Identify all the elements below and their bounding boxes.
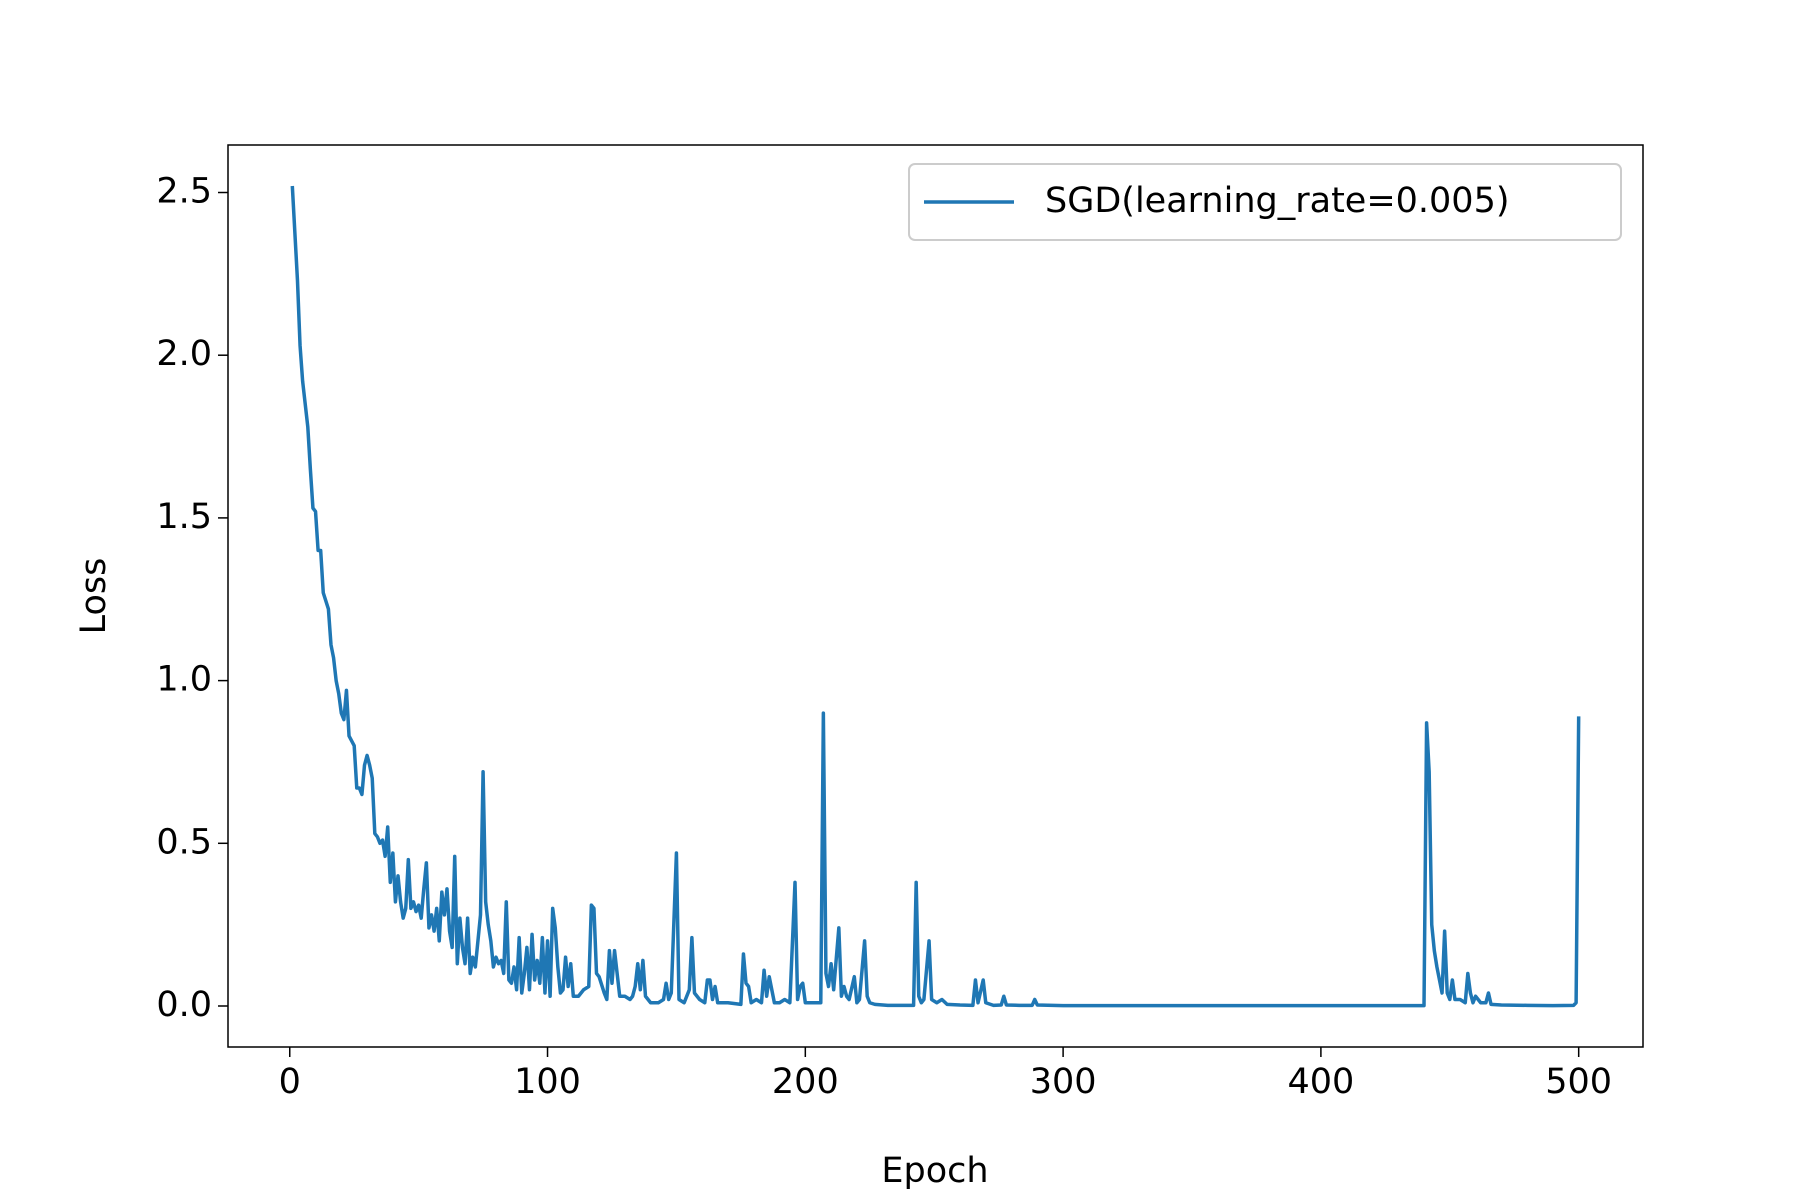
x-tick-label: 300 — [1030, 1062, 1097, 1102]
y-tick-label: 2.0 — [156, 334, 212, 374]
x-axis-label: Epoch — [881, 1151, 988, 1191]
y-tick-label: 1.5 — [156, 497, 212, 537]
x-tick-label: 400 — [1287, 1062, 1354, 1102]
y-tick-label: 2.5 — [156, 172, 212, 212]
y-axis-label: Loss — [74, 558, 114, 635]
x-tick-label: 500 — [1545, 1062, 1612, 1102]
x-tick-label: 0 — [279, 1062, 301, 1102]
y-tick-label: 0.0 — [156, 985, 212, 1025]
y-tick-label: 1.0 — [156, 660, 212, 700]
plot-frame — [227, 144, 1644, 1048]
x-tick-label: 100 — [514, 1062, 581, 1102]
line-series — [290, 185, 1581, 1008]
y-tick-label: 0.5 — [156, 822, 212, 862]
legend-box — [908, 163, 1622, 241]
legend-label: SGD(learning_rate=0.005) — [1045, 181, 1510, 221]
x-tick-label: 200 — [772, 1062, 839, 1102]
